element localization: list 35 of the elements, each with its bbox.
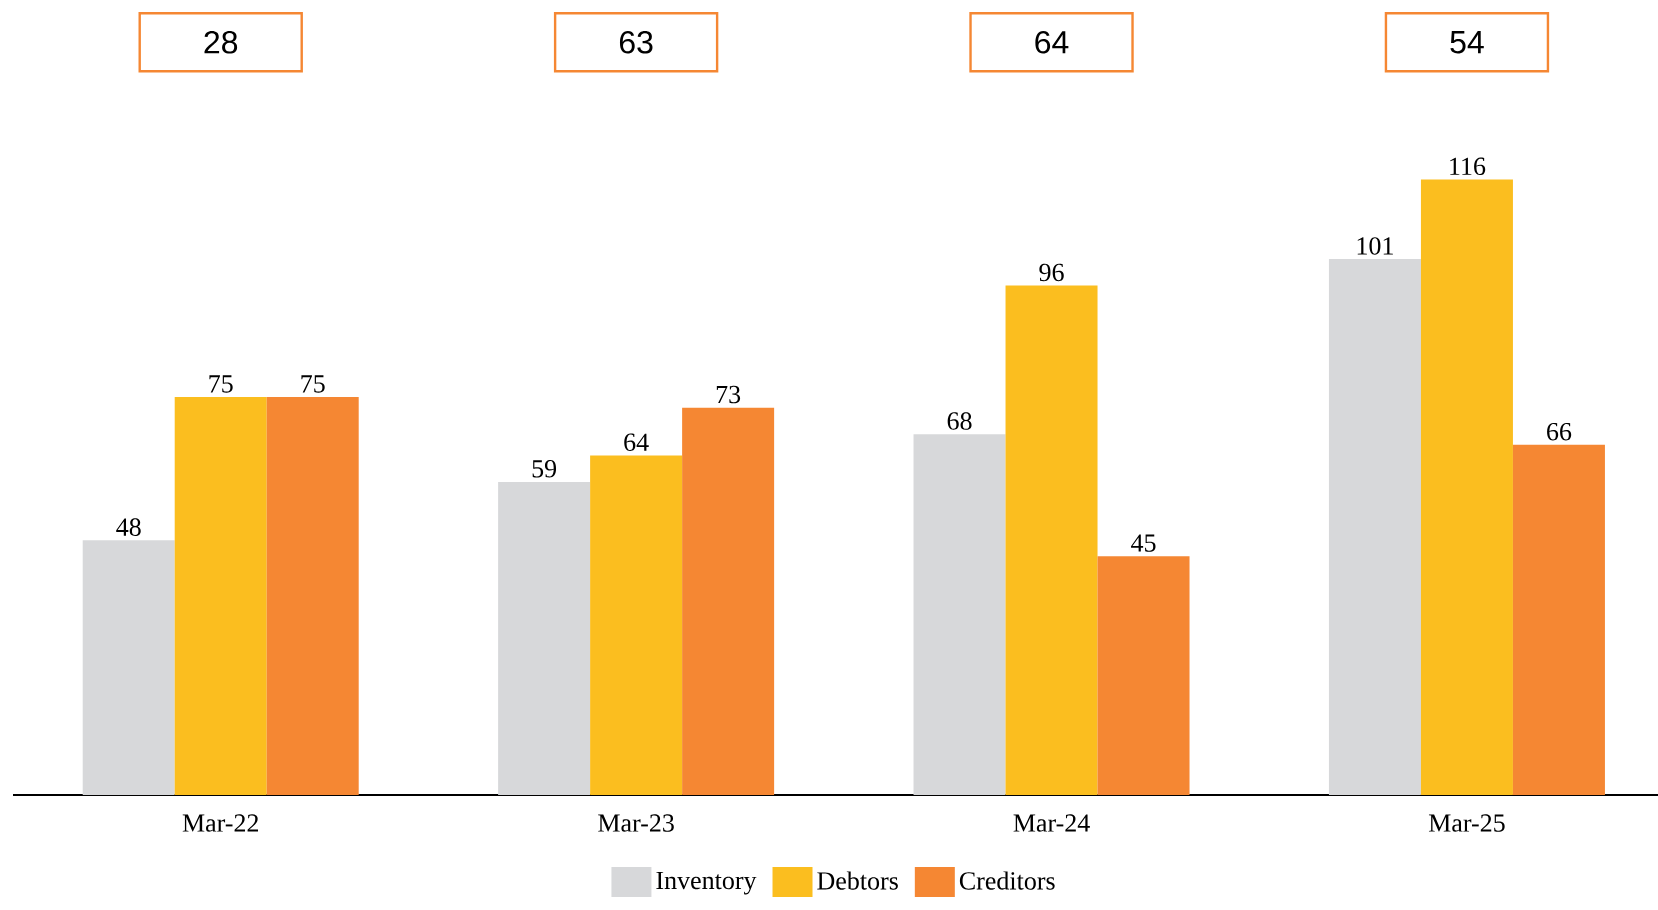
text: 28 xyxy=(204,30,238,54)
data-label: 101 xyxy=(1357,237,1393,255)
x-tick-label: Mar-24 xyxy=(1013,814,1090,832)
text: 63 xyxy=(619,30,653,54)
data-label: 96 xyxy=(1039,263,1064,282)
x-tick-label: Mar-25 xyxy=(1428,814,1505,832)
legend-label: Inventory xyxy=(656,871,757,895)
bar xyxy=(498,481,591,795)
legend-label: Debtors xyxy=(817,871,898,890)
bar xyxy=(913,434,1006,795)
data-label: 75 xyxy=(209,375,233,393)
text: 64 xyxy=(1035,30,1069,54)
data-label: 116 xyxy=(1450,157,1486,176)
data-label: 64 xyxy=(624,433,649,452)
bar xyxy=(82,540,175,795)
data-label: 59 xyxy=(532,460,557,478)
data-label: 73 xyxy=(716,385,741,404)
bar xyxy=(590,455,683,795)
bar xyxy=(1420,179,1513,795)
x-tick-label: Mar-22 xyxy=(182,814,259,832)
bar xyxy=(1097,556,1190,795)
legend-label: Creditors xyxy=(959,871,1055,890)
bar xyxy=(266,397,359,795)
x-tick-label: Mar-23 xyxy=(598,814,674,832)
data-label: 66 xyxy=(1547,422,1572,441)
data-label: 45 xyxy=(1131,534,1156,552)
data-label: 48 xyxy=(116,518,141,536)
text: 54 xyxy=(1450,31,1484,54)
data-label: 68 xyxy=(947,412,972,430)
bar xyxy=(682,407,775,795)
bar xyxy=(1512,444,1605,795)
data-label: 75 xyxy=(301,375,325,393)
bar xyxy=(1005,285,1098,795)
bar xyxy=(1328,259,1421,795)
bar xyxy=(174,397,267,795)
